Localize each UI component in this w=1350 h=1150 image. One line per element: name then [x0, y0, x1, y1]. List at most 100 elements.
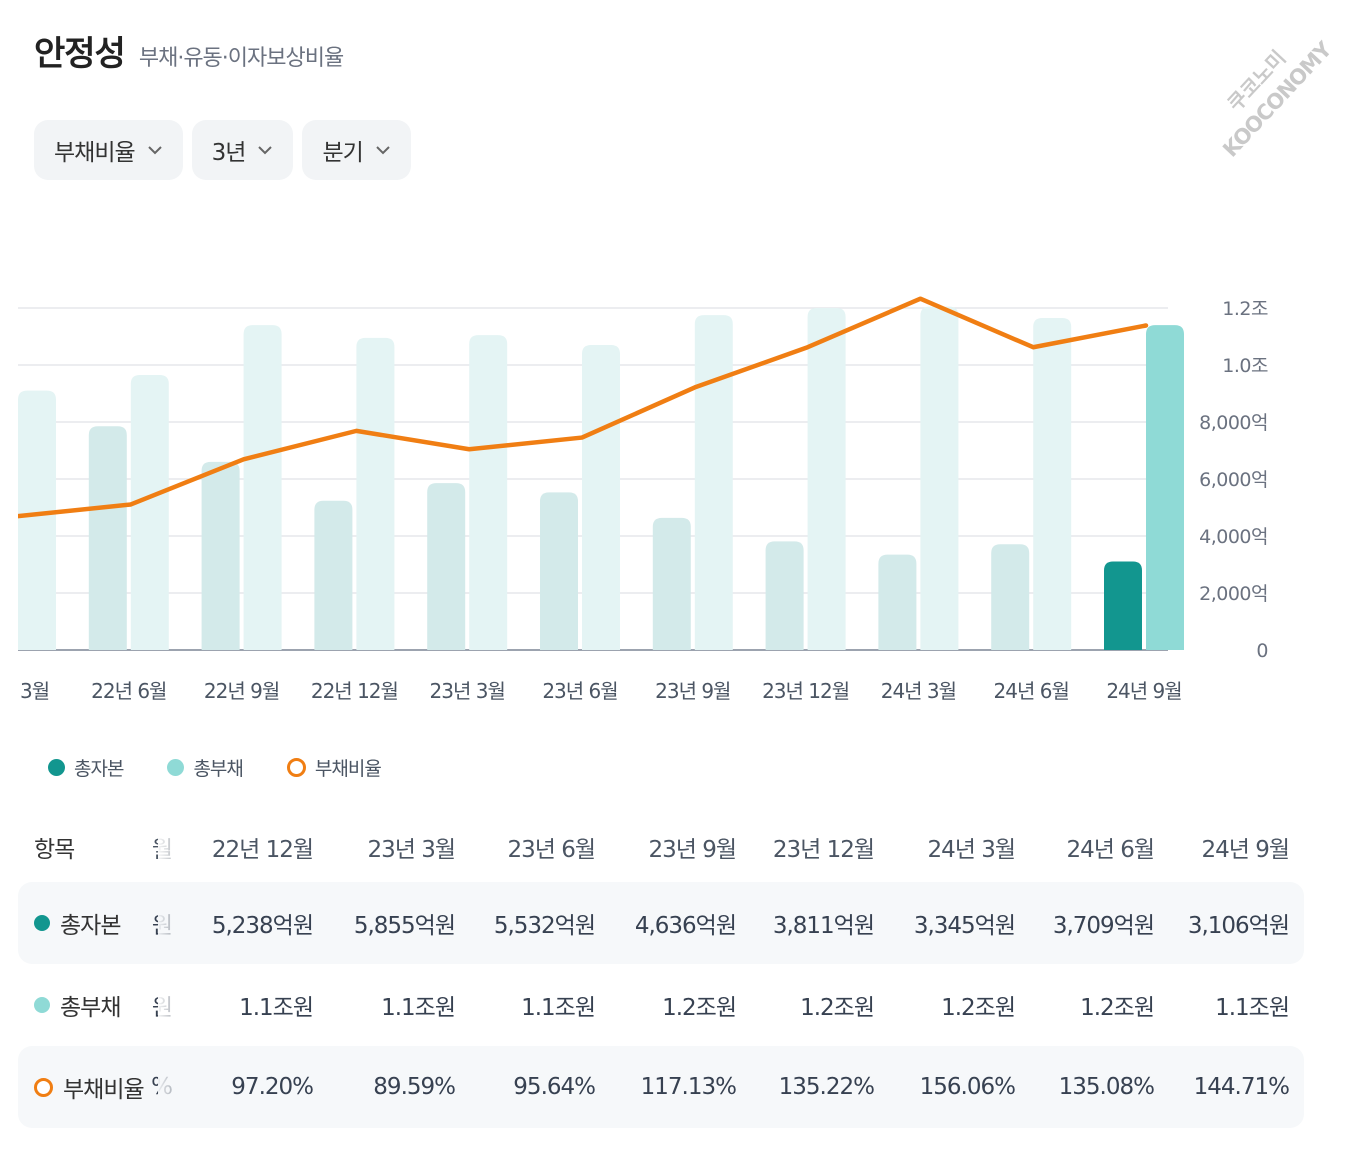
table-cell: 1.1조원	[521, 995, 596, 1021]
table-cell: 156.06%	[919, 1074, 1016, 1100]
column-header: 23년 12월	[772, 837, 875, 863]
legend-marker	[48, 759, 65, 776]
line-debt-ratio	[18, 296, 1149, 519]
interval-dropdown[interactable]: 분기	[302, 120, 411, 180]
table-cell: 3,709억원	[1052, 913, 1155, 939]
x-tick-label: 23년 3월	[430, 679, 505, 703]
table-cell: 1.2조원	[800, 995, 875, 1021]
section-header: 안정성 부채·유동·이자보상비율	[34, 26, 344, 75]
watermark-logo: 쿠코노미 KOOCONOMY	[1218, 37, 1337, 162]
x-tick-label: 24년 6월	[994, 679, 1069, 703]
column-header: 23년 6월	[507, 837, 596, 863]
x-tick-label: 24년 9월	[1106, 679, 1181, 703]
table-cell: 5,238억원	[211, 913, 314, 939]
bar-total-equity	[878, 554, 917, 650]
x-tick-label: 22년 12월	[311, 679, 398, 703]
column-header: 24년 3월	[927, 837, 1016, 863]
x-tick-label: 22년 9월	[204, 679, 279, 703]
interval-dropdown-label: 분기	[322, 140, 363, 166]
legend-item-total-equity: 총자본	[48, 754, 124, 781]
table-cell: 1.2조원	[941, 995, 1016, 1021]
scroll-fade	[158, 1046, 204, 1128]
chart-legend: 총자본 총부채 부채비율	[48, 754, 425, 781]
bar-total-liabilities	[1146, 325, 1184, 650]
table-header-label: 항목	[18, 812, 158, 882]
x-tick-label: 24년 3월	[881, 679, 956, 703]
row-label-text: 총부채	[60, 995, 121, 1021]
row-label: 총부채	[18, 964, 158, 1046]
y-tick-label: 8,000억	[1199, 412, 1268, 434]
scroll-fade	[158, 812, 204, 882]
bar-total-equity	[314, 500, 353, 650]
y-tick-label: 0	[1256, 640, 1268, 662]
table-cell: 135.08%	[1058, 1074, 1155, 1100]
legend-item-total-liabilities: 총부채	[167, 754, 244, 781]
table-cell: 95.64%	[513, 1074, 596, 1100]
legend-label: 총부채	[193, 758, 243, 780]
bar-total-equity	[652, 517, 691, 650]
table-cell: 89.59%	[373, 1074, 456, 1100]
table-cell: 1.1조원	[381, 995, 456, 1021]
scroll-fade	[158, 882, 204, 964]
table-cell: 3,345억원	[913, 913, 1016, 939]
bar-total-liabilities	[920, 306, 959, 650]
legend-label: 총자본	[74, 758, 124, 780]
column-header: 22년 12월	[211, 837, 314, 863]
table-cell: 97.20%	[231, 1074, 314, 1100]
y-tick-label: 1.0조	[1222, 355, 1268, 377]
column-header: 23년 9월	[648, 837, 737, 863]
bar-total-equity	[765, 541, 804, 650]
legend-item-debt-ratio: 부채비율	[286, 754, 382, 781]
y-tick-label: 2,000억	[1199, 583, 1268, 605]
x-tick-label: 23년 12월	[762, 679, 849, 703]
metric-dropdown[interactable]: 부채비율	[34, 120, 183, 180]
y-tick-label: 1.2조	[1222, 298, 1268, 320]
chevron-down-icon	[376, 146, 390, 155]
bar-total-liabilities	[807, 308, 846, 650]
table-cell: 5,532억원	[493, 913, 596, 939]
table-cell: 144.71%	[1193, 1074, 1290, 1100]
table-cell: 1.2조원	[662, 995, 737, 1021]
period-dropdown[interactable]: 3년	[191, 120, 294, 180]
plot-area	[18, 296, 1184, 650]
column-header: 24년 9월	[1201, 837, 1290, 863]
bar-total-liabilities	[1033, 317, 1072, 650]
x-tick-label: 23년 6월	[542, 679, 617, 703]
row-marker	[34, 997, 50, 1013]
bar-total-liabilities	[469, 335, 508, 650]
legend-label: 부채비율	[314, 758, 382, 780]
legend-marker	[286, 758, 306, 777]
column-header: 23년 3월	[367, 837, 456, 863]
column-header: 24년 6월	[1066, 837, 1155, 863]
y-tick-label: 6,000억	[1199, 469, 1268, 491]
filter-bar: 부채비율 3년 분기	[34, 120, 411, 180]
table-cell: 4,636억원	[634, 913, 737, 939]
chevron-down-icon	[147, 146, 162, 155]
y-tick-label: 4,000억	[1199, 526, 1268, 548]
table-cell: 3,811억원	[772, 913, 875, 939]
x-tick-label: 3월	[20, 679, 49, 703]
table-cell: 117.13%	[640, 1074, 737, 1100]
bar-total-equity	[540, 492, 578, 650]
bar-total-liabilities	[694, 315, 733, 650]
table-cell: 5,855억원	[353, 913, 456, 939]
bar-total-equity	[1104, 561, 1142, 650]
page-title: 안정성	[34, 34, 126, 74]
bar-total-equity	[201, 461, 240, 650]
row-marker	[34, 1077, 53, 1097]
bar-total-equity	[427, 483, 466, 650]
bar-total-equity	[88, 426, 127, 650]
x-tick-label: 22년 6월	[91, 679, 166, 703]
bar-total-liabilities	[130, 374, 169, 650]
header-label-text: 항목	[34, 837, 75, 863]
chevron-down-icon	[258, 146, 273, 155]
legend-marker	[167, 759, 185, 776]
bar-total-liabilities	[356, 337, 395, 650]
debt-ratio-chart: 0 2,000억 4,000억 6,000억 8,000억 1.0조 1.2조 3월 22년 6…	[18, 296, 1269, 703]
bar-total-liabilities	[243, 325, 282, 650]
row-label: 부채비율	[18, 1046, 158, 1128]
row-label-text: 총자본	[60, 913, 121, 939]
scroll-fade	[158, 964, 204, 1046]
